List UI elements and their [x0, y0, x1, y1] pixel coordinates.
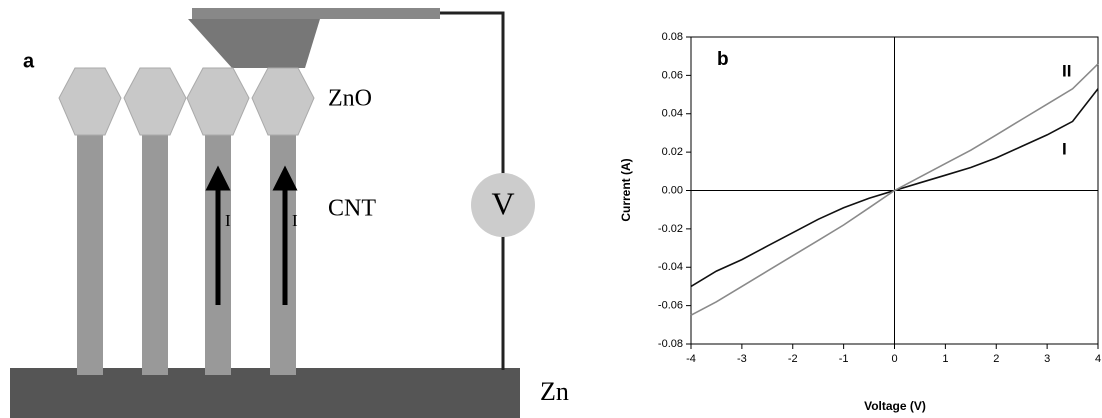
meter-label: V — [491, 185, 514, 221]
x-tick-label: -1 — [839, 353, 849, 365]
x-tick-label: 3 — [1044, 353, 1050, 365]
series-line — [690, 63, 1099, 316]
diagram: V a ZnO CNT I I Zn — [10, 8, 569, 418]
x-tick-label: 1 — [942, 353, 948, 365]
y-tick-label: -0.08 — [658, 338, 683, 350]
y-tick-label: 0.00 — [662, 184, 683, 196]
x-tick-label: -3 — [737, 353, 747, 365]
zno — [123, 67, 187, 136]
panel-label: b — [717, 49, 729, 70]
zn-label: Zn — [540, 377, 569, 406]
wire — [440, 11, 505, 370]
y-tick-label: -0.02 — [658, 223, 683, 235]
x-tick-label: 0 — [891, 353, 897, 365]
y-axis-label: Current (A) — [619, 158, 633, 221]
current-label: I — [292, 211, 298, 230]
y-tick-label: -0.06 — [658, 300, 683, 312]
zno — [186, 67, 250, 136]
y-tick-label: -0.04 — [658, 261, 683, 273]
chart: b Voltage (V) Current (A) -0.08 -0.06 -0.0… — [619, 31, 1101, 413]
cnt-columns — [77, 135, 296, 375]
y-tick-label: 0.08 — [662, 31, 683, 43]
x-tick-label: 4 — [1095, 353, 1101, 365]
series-label: I — [1062, 139, 1067, 158]
y-tick-label: 0.02 — [662, 146, 683, 158]
cnt-label: CNT — [328, 196, 376, 222]
cnt — [77, 135, 103, 375]
y-tick-label: 0.04 — [662, 108, 683, 120]
cnt — [142, 135, 168, 375]
zno — [251, 67, 315, 136]
electrode-bar — [192, 8, 440, 19]
current-label: I — [225, 211, 231, 230]
zno-label: ZnO — [328, 86, 372, 112]
series-label: II — [1062, 61, 1071, 80]
y-tick-label: 0.06 — [662, 69, 683, 81]
zno — [58, 67, 122, 136]
x-axis-label: Voltage (V) — [864, 399, 926, 413]
zno-heads — [58, 67, 315, 136]
electrode-tip — [188, 19, 320, 68]
x-tick-label: -2 — [788, 353, 798, 365]
panel-label: a — [23, 50, 35, 72]
x-tick-label: -4 — [686, 353, 696, 365]
x-tick-label: 2 — [993, 353, 999, 365]
voltmeter — [471, 173, 535, 237]
zn-base — [10, 368, 520, 418]
